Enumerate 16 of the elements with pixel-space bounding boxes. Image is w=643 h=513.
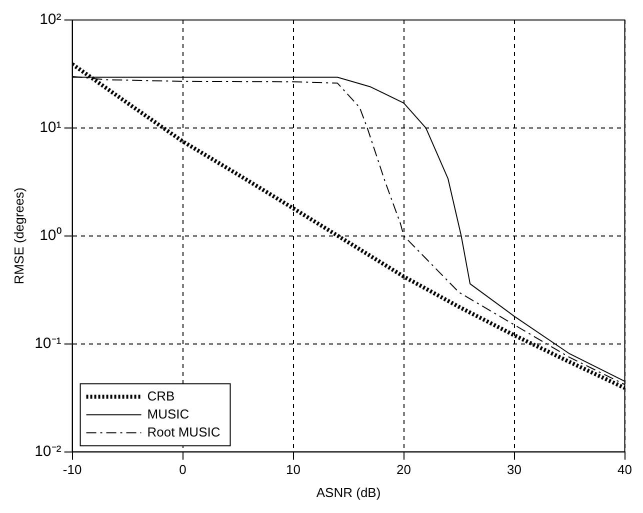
x-axis-title: ASNR (dB) <box>316 484 381 500</box>
y-tick-label: 10⁻¹ <box>34 334 62 352</box>
y-tick-label: 10² <box>40 11 62 28</box>
y-axis-title: RMSE (degrees) <box>11 187 26 284</box>
y-tick-label: 10⁻² <box>34 442 62 460</box>
y-tick-label: 10¹ <box>40 119 62 136</box>
legend-label: CRB <box>147 388 175 404</box>
x-tick-label: 10 <box>286 462 301 478</box>
x-tick-label: 30 <box>507 462 522 478</box>
x-tick-label: 40 <box>618 462 632 478</box>
legend-label: Root MUSIC <box>147 424 220 440</box>
legend-label: MUSIC <box>147 406 190 422</box>
x-tick-label: 20 <box>396 462 412 478</box>
x-tick-label: -10 <box>62 462 82 478</box>
x-tick-label: 0 <box>179 462 186 478</box>
y-tick-label: 10⁰ <box>40 227 62 244</box>
